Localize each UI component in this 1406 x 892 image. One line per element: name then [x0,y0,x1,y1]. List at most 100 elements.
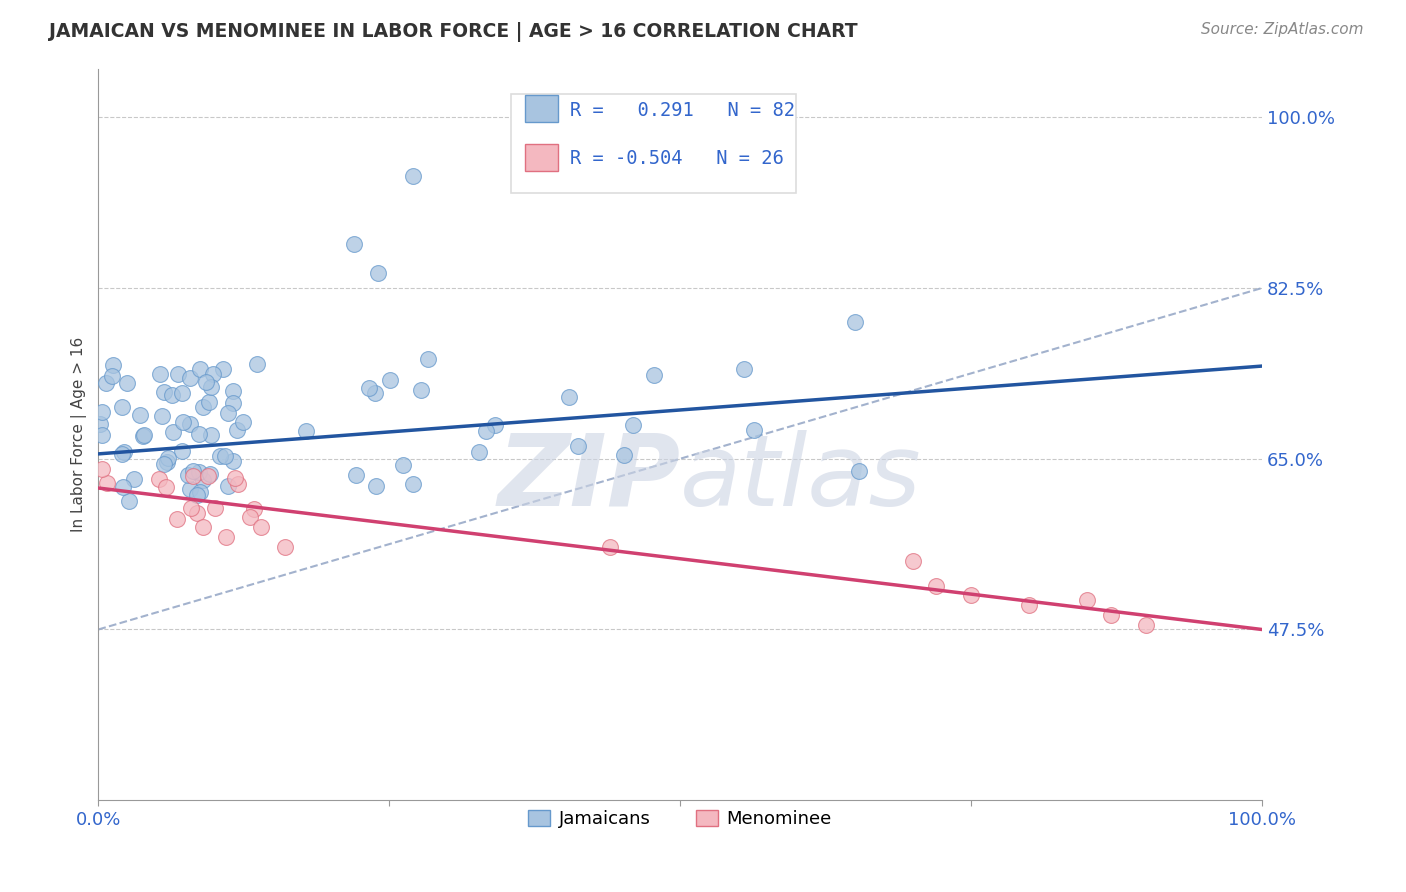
Text: Source: ZipAtlas.com: Source: ZipAtlas.com [1201,22,1364,37]
Point [239,510,262,524]
Point [103,358,125,372]
Point [90,462,112,476]
Point [118,494,141,508]
FancyBboxPatch shape [526,95,558,122]
Point [212,361,235,376]
Point [273,540,295,554]
Point [1135,617,1157,632]
Point [124,472,146,486]
Point [217,478,239,492]
Point [111,400,134,414]
Point [232,415,254,429]
Point [191,400,214,414]
Point [925,578,948,592]
Point [115,376,138,391]
Point [567,439,589,453]
Point [250,520,273,534]
Point [155,480,177,494]
Point [409,383,432,397]
Point [468,445,491,459]
Point [222,454,245,468]
Point [152,409,174,423]
Point [166,368,188,382]
Point [599,540,621,554]
Point [129,408,152,422]
Point [204,500,226,515]
Point [131,429,153,443]
Point [344,467,367,482]
Text: JAMAICAN VS MENOMINEE IN LABOR FORCE | AGE > 16 CORRELATION CHART: JAMAICAN VS MENOMINEE IN LABOR FORCE | A… [49,22,858,42]
Text: ZIP: ZIP [498,430,681,527]
Point [156,455,179,469]
Legend: Jamaicans, Menominee: Jamaicans, Menominee [522,803,839,835]
Point [191,473,214,487]
Point [246,357,269,371]
Text: R = -0.504   N = 26: R = -0.504 N = 26 [569,149,783,168]
Point [181,464,204,478]
Point [214,449,236,463]
Point [217,406,239,420]
Point [197,469,219,483]
Point [222,396,245,410]
Point [112,480,135,494]
Point [111,447,134,461]
Point [1018,598,1040,612]
Point [132,428,155,442]
Point [177,467,200,482]
Point [152,384,174,399]
Point [367,266,389,280]
Point [186,488,208,502]
Point [91,427,114,442]
Point [170,444,193,458]
Point [166,512,188,526]
Point [96,475,118,490]
Point [364,386,387,401]
Point [357,381,380,395]
Point [226,423,249,437]
Point [188,426,211,441]
Point [179,370,201,384]
Point [294,425,316,439]
Point [186,506,208,520]
Point [484,417,506,432]
Text: atlas: atlas [681,430,922,527]
Point [901,554,924,568]
Point [215,530,238,544]
Point [621,418,644,433]
Point [94,376,117,390]
Point [744,423,766,437]
Point [89,417,111,431]
Point [198,467,221,482]
Point [401,169,423,183]
Point [378,373,401,387]
Point [243,502,266,516]
Point [418,352,440,367]
Point [209,449,232,463]
Point [112,445,135,459]
Point [1099,607,1122,622]
Point [391,458,413,473]
Point [162,425,184,439]
FancyBboxPatch shape [512,95,796,193]
Point [848,464,870,478]
Point [179,482,201,496]
Point [401,477,423,491]
Point [224,470,246,484]
Point [90,405,112,419]
Point [613,448,636,462]
Point [475,425,498,439]
Point [200,379,222,393]
Point [558,390,581,404]
Point [160,388,183,402]
Point [149,367,172,381]
Point [181,468,204,483]
Point [643,368,665,382]
Point [179,417,201,432]
Point [152,458,174,472]
Point [172,416,194,430]
Text: R =   0.291   N = 82: R = 0.291 N = 82 [569,101,794,120]
Point [201,368,224,382]
Point [191,520,214,534]
Y-axis label: In Labor Force | Age > 16: In Labor Force | Age > 16 [72,337,87,532]
Point [197,395,219,409]
